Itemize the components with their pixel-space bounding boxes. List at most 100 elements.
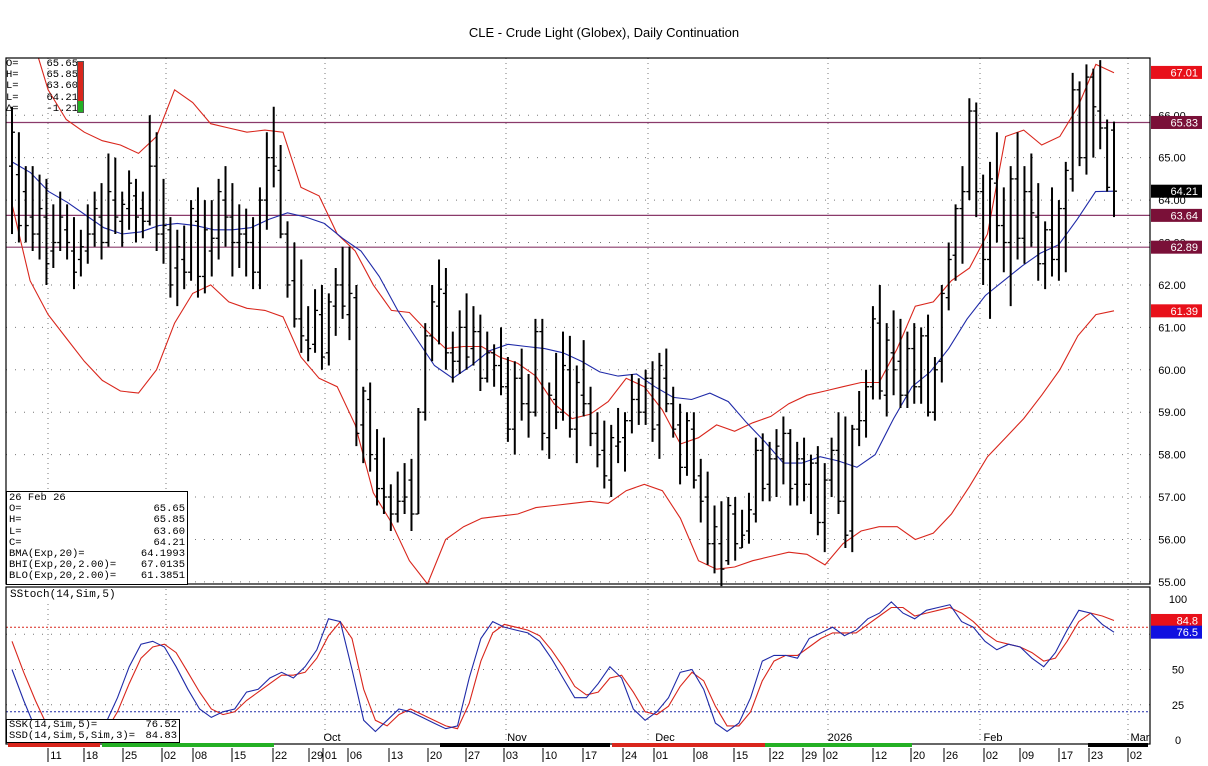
price-bar [229, 183, 236, 277]
price-bar [70, 217, 77, 290]
x-day-label: 01 [656, 750, 668, 762]
price-bar [139, 191, 146, 239]
price-bar [642, 369, 649, 425]
price-bar [1035, 183, 1042, 281]
price-bar [897, 318, 904, 408]
price-bar [456, 310, 463, 375]
stoch-ssk-line [11, 601, 1115, 740]
value-label-bg [1151, 625, 1202, 639]
value-label: 84.8 [1151, 613, 1202, 627]
price-bar [938, 284, 945, 383]
price-bar [1000, 187, 1007, 273]
price-bar [15, 132, 22, 243]
price-bar [188, 200, 195, 281]
chart-title: CLE - Crude Light (Globex), Daily Contin… [468, 25, 740, 40]
x-axis-strip [612, 743, 765, 747]
price-bar [560, 331, 566, 421]
price-bar [807, 454, 814, 515]
grid [6, 58, 1150, 740]
y-tick-label: 59.00 [1158, 407, 1186, 419]
price-bar [869, 306, 876, 400]
price-bar [1028, 153, 1035, 247]
price-bar [194, 187, 201, 298]
value-label-bg [1151, 115, 1202, 129]
price-bar [1083, 64, 1090, 175]
x-day-label: 26 [946, 750, 958, 762]
price-bar [635, 378, 642, 425]
price-bar [766, 441, 773, 502]
ohlc-mini-row: O= 65.65 [6, 58, 78, 70]
price-bar [594, 412, 601, 468]
x-axis-strip [8, 743, 100, 747]
price-bar [380, 437, 387, 515]
x-day-label: 02 [826, 750, 838, 762]
price-bars [9, 60, 1117, 587]
price-bar [704, 471, 711, 565]
price-bar [243, 208, 250, 277]
price-bar [98, 183, 105, 260]
y-tick-label: 64.00 [1158, 195, 1186, 207]
price-bar [828, 437, 835, 498]
price-bar [532, 318, 539, 417]
y-tick-label: 62.00 [1158, 280, 1186, 292]
x-day-label: 02 [164, 750, 176, 762]
price-bar [64, 204, 71, 260]
price-bar [1111, 121, 1117, 218]
price-bar [711, 505, 718, 574]
moving-average-line [11, 161, 1115, 468]
y-tick-label: 61.00 [1158, 322, 1186, 334]
value-label: 64.21 [1151, 184, 1202, 198]
x-day-label: 15 [736, 750, 748, 762]
x-day-label: 01 [325, 750, 337, 762]
value-label: 61.39 [1151, 304, 1202, 318]
price-bar [821, 463, 828, 553]
price-bar [29, 166, 36, 252]
price-bar [739, 509, 746, 549]
x-day-label: 17 [585, 750, 597, 762]
price-bar [305, 306, 312, 362]
price-bar [904, 331, 911, 408]
info-row: H= 65.85 [9, 514, 185, 527]
x-day-label: 25 [125, 750, 137, 762]
price-bar [291, 242, 298, 328]
price-bar [925, 314, 932, 417]
price-bar [656, 352, 663, 459]
x-day-label: 13 [391, 750, 403, 762]
y-tick-label: 57.00 [1158, 492, 1186, 504]
ohlc-color-strip [77, 61, 84, 113]
x-day-label: 29 [805, 750, 817, 762]
value-label-text: 65.83 [1170, 117, 1198, 129]
y-tick-label: 60.00 [1158, 365, 1186, 377]
value-label-bg [1151, 65, 1202, 79]
price-bar [690, 412, 697, 489]
stoch-info-row: SSD(14,Sim,5,Sim,3)= 84.83 [9, 730, 177, 743]
x-day-label: 03 [506, 750, 518, 762]
price-bar [153, 132, 160, 252]
value-label-text: 62.89 [1170, 242, 1198, 254]
price-bar [814, 446, 821, 536]
price-bar [663, 348, 670, 413]
price-bar [608, 424, 615, 498]
stoch-y-tick-label: 50 [1172, 665, 1184, 677]
x-axis-strip [1088, 743, 1148, 747]
x-day-label: 02 [986, 750, 998, 762]
price-bar [780, 416, 787, 485]
price-bar [959, 166, 966, 264]
x-day-label: 23 [1091, 750, 1103, 762]
x-day-label: 10 [545, 750, 557, 762]
info-row: BMA(Exp,20)= 64.1993 [9, 548, 185, 561]
price-bar [677, 403, 684, 485]
value-label-text: 64.21 [1170, 186, 1198, 198]
stoch-info-box: SSK(14,Sim,5)= 76.52 SSD(14,Sim,5,Sim,3)=… [6, 719, 180, 744]
x-day-label: 15 [234, 750, 246, 762]
value-label: 62.89 [1151, 240, 1202, 254]
price-bar [201, 200, 208, 294]
price-bar [670, 386, 677, 438]
price-bar [415, 407, 422, 515]
x-day-label: 02 [1130, 750, 1142, 762]
x-day-label: 08 [195, 750, 207, 762]
price-bar [422, 323, 429, 421]
price-bar [442, 267, 449, 370]
